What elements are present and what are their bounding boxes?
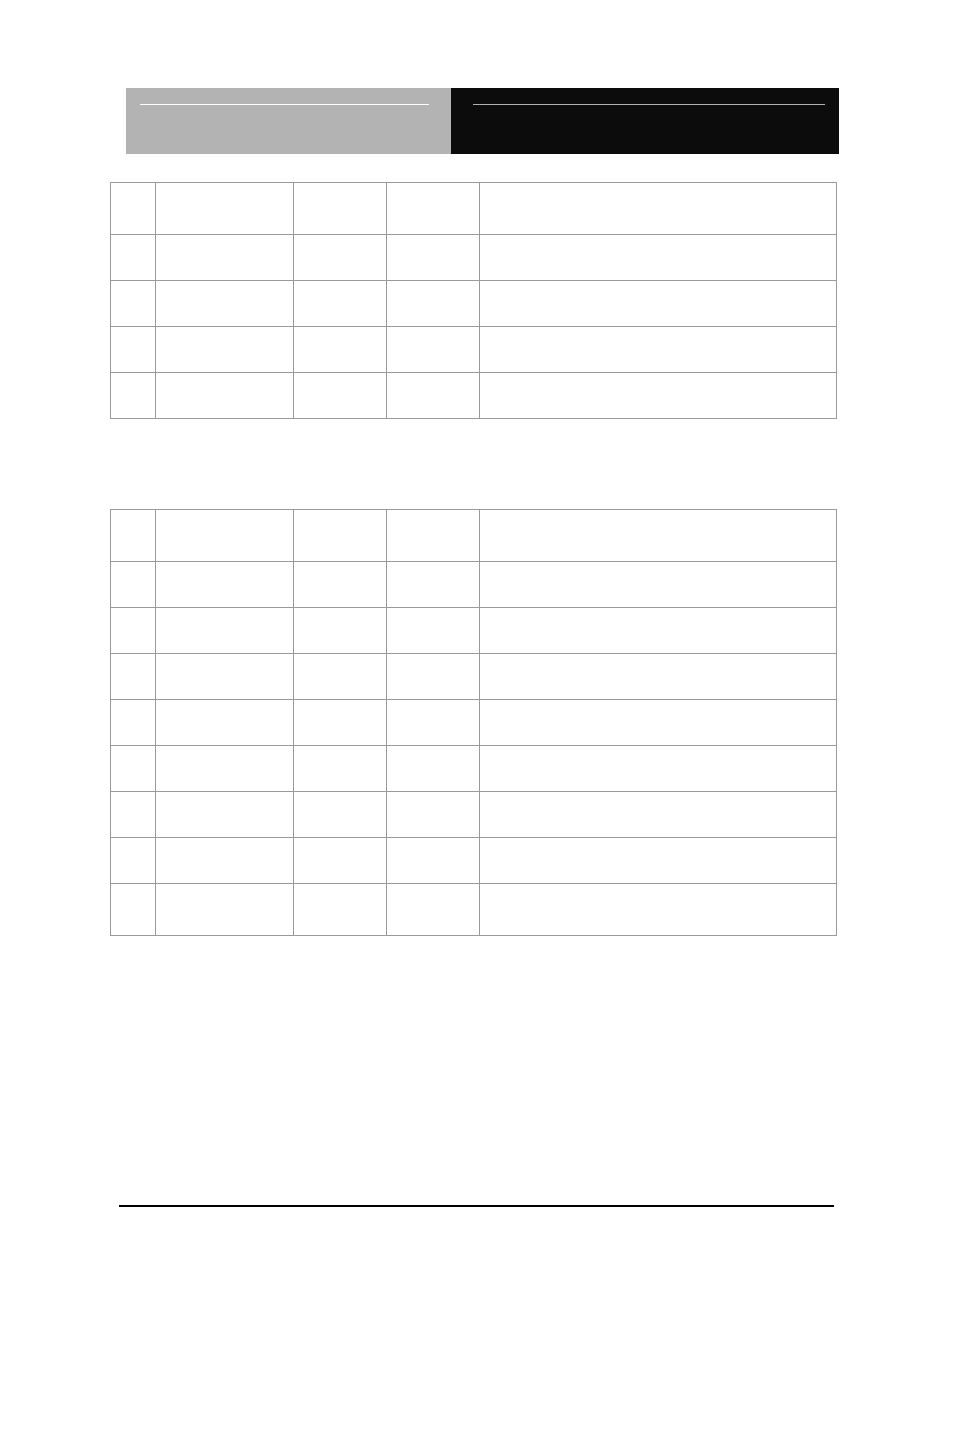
table-row: [111, 700, 837, 746]
table-row: [111, 746, 837, 792]
header-right-panel: [451, 88, 839, 154]
page: [0, 0, 954, 1434]
header-bar: [126, 88, 839, 154]
header-left-panel: [126, 88, 451, 154]
table-row: [111, 838, 837, 884]
table-row: [111, 884, 837, 936]
header-left-rule: [140, 104, 429, 105]
table-1: [110, 182, 837, 419]
table-row: [111, 608, 837, 654]
table-2: [110, 509, 837, 936]
table-row: [111, 281, 837, 327]
table-row: [111, 183, 837, 235]
table-row: [111, 654, 837, 700]
bottom-rule: [119, 1205, 834, 1207]
table-row: [111, 235, 837, 281]
table-row: [111, 792, 837, 838]
table-row: [111, 373, 837, 419]
table-row: [111, 327, 837, 373]
table-row: [111, 510, 837, 562]
header-right-rule: [473, 104, 825, 105]
table-row: [111, 562, 837, 608]
